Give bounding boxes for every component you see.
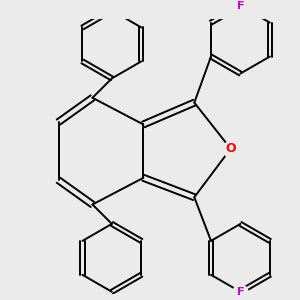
Text: O: O bbox=[225, 142, 236, 155]
Text: F: F bbox=[237, 1, 244, 10]
Text: F: F bbox=[237, 287, 244, 297]
